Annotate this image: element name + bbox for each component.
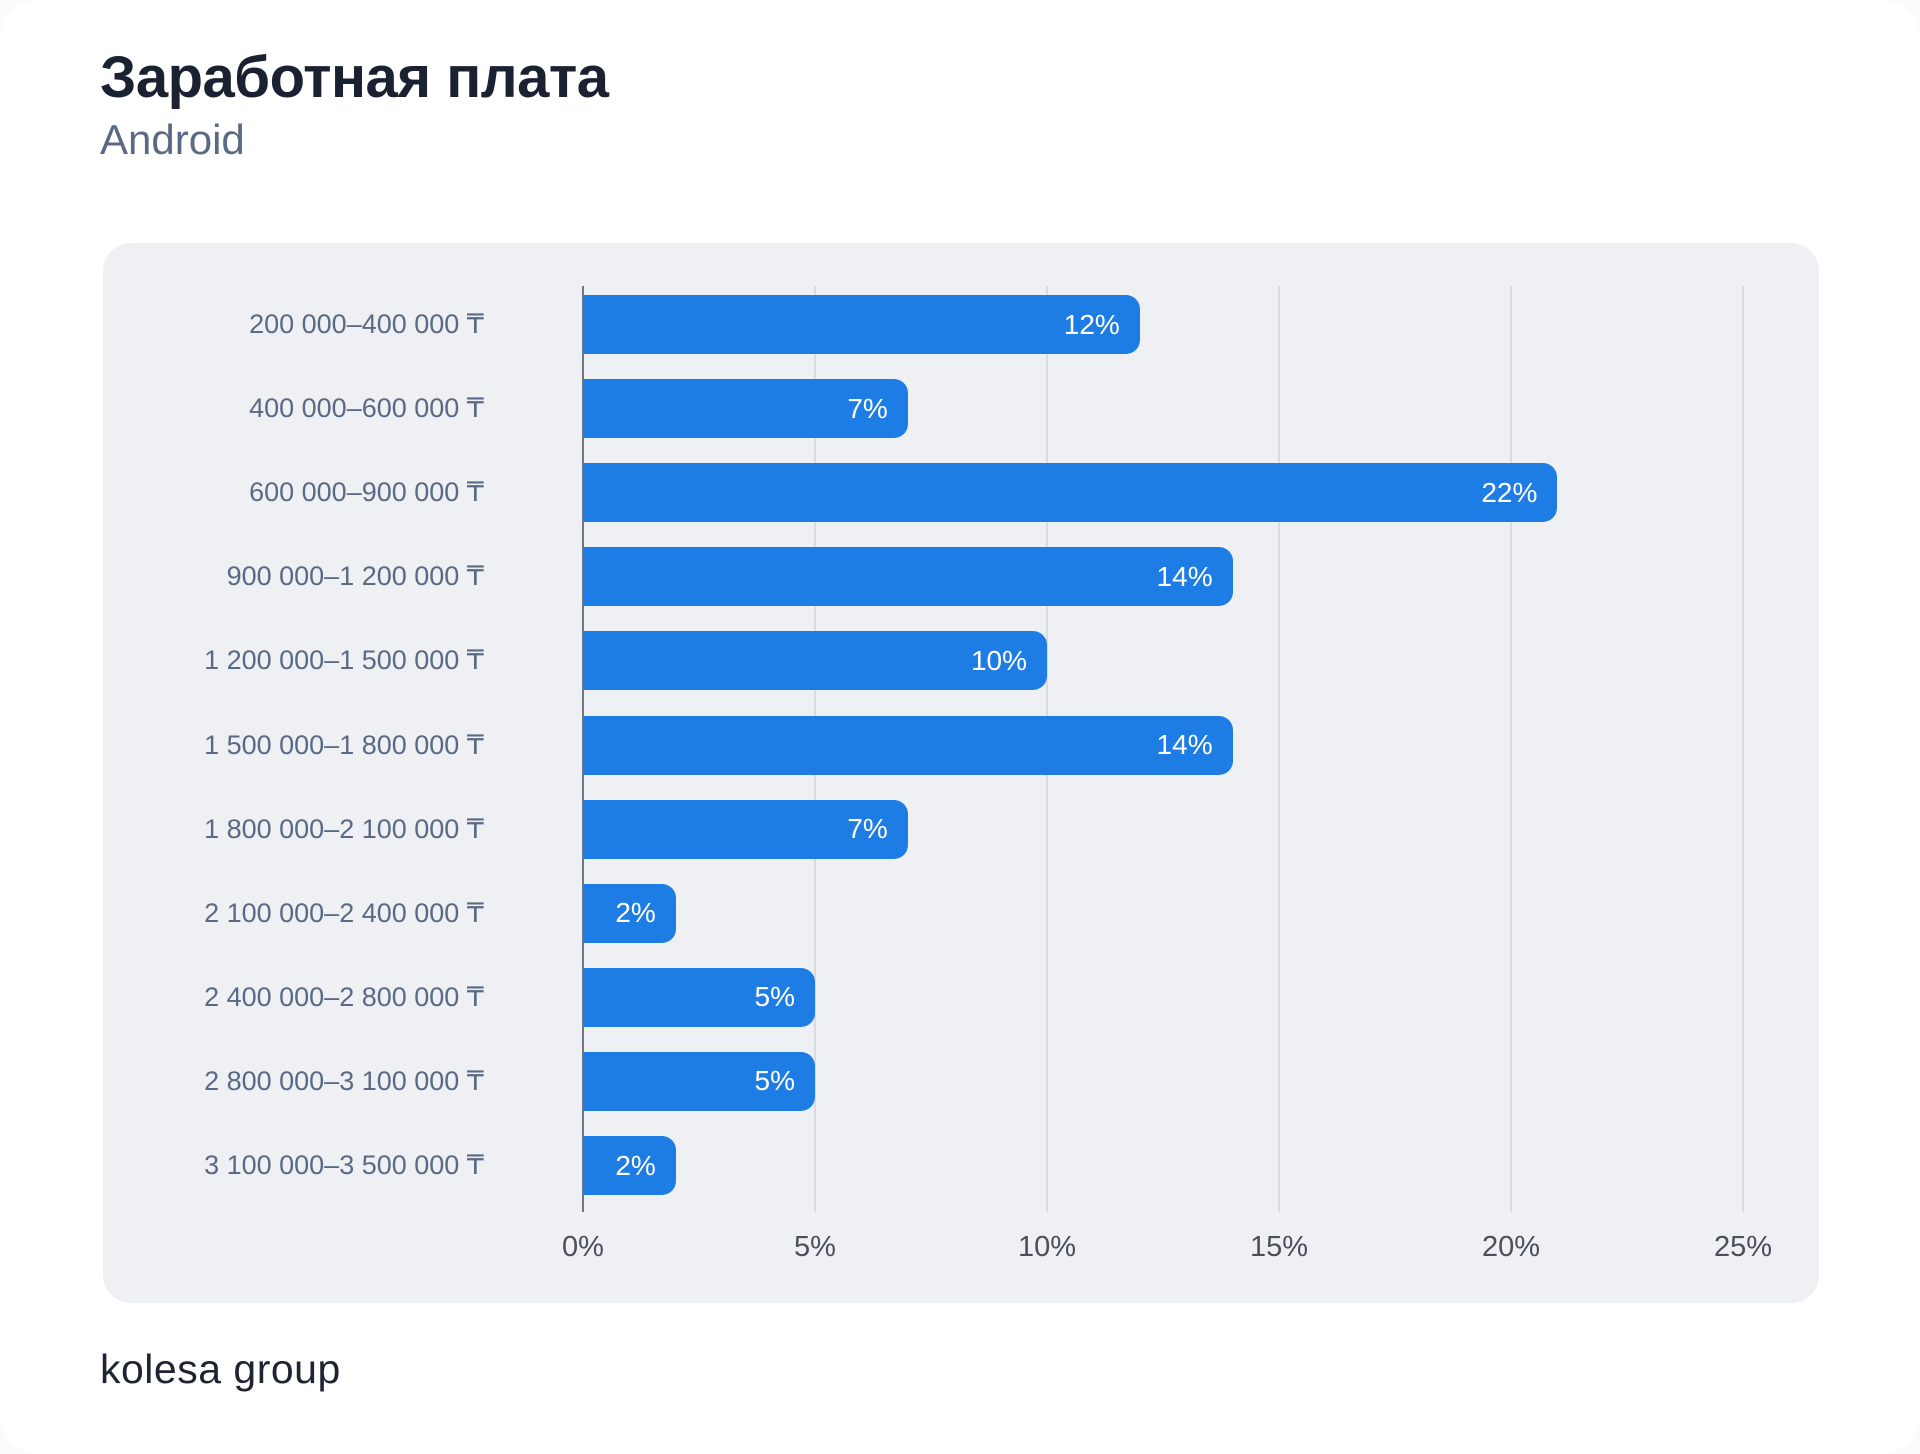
category-label: 2 800 000–3 100 000 ₸ — [204, 1065, 484, 1096]
bar-value-label: 7% — [847, 392, 888, 424]
gridline — [1278, 286, 1280, 1212]
bar: 5% — [583, 1051, 815, 1111]
bar: 7% — [583, 379, 908, 439]
bar: 12% — [583, 295, 1140, 354]
x-tick-label: 25% — [1713, 1231, 1773, 1263]
x-tick-label: 10% — [1017, 1231, 1077, 1263]
kolesa-group-logo: kolesa group — [100, 1346, 341, 1392]
bar-value-label: 10% — [970, 644, 1027, 676]
bar: 14% — [583, 547, 1233, 607]
bar-row: 200 000–400 000 ₸ 12% — [103, 295, 1819, 354]
bar-track: 5% — [583, 967, 1743, 1027]
bar-row: 400 000–600 000 ₸ 7% — [103, 379, 1819, 439]
category-label: 2 400 000–2 800 000 ₸ — [204, 981, 484, 1012]
bar-track: 14% — [583, 547, 1743, 607]
bar-value-label: 5% — [754, 981, 795, 1013]
bar-track: 2% — [583, 883, 1743, 943]
bar-row: 1 800 000–2 100 000 ₸ 7% — [103, 799, 1819, 859]
bar-track: 2% — [583, 1136, 1743, 1195]
bar-row: 1 200 000–1 500 000 ₸ 10% — [103, 631, 1819, 691]
bar-value-label: 14% — [1156, 560, 1213, 592]
category-label: 2 100 000–2 400 000 ₸ — [204, 897, 484, 928]
bar-value-label: 7% — [847, 813, 888, 845]
bar-track: 7% — [583, 799, 1743, 859]
bar: 5% — [583, 967, 815, 1027]
bar-row: 2 100 000–2 400 000 ₸ 2% — [103, 883, 1819, 943]
bar-row: 2 400 000–2 800 000 ₸ 5% — [103, 967, 1819, 1027]
category-label: 400 000–600 000 ₸ — [249, 393, 484, 424]
page-title: Заработная плата — [100, 45, 609, 110]
category-label: 200 000–400 000 ₸ — [249, 309, 484, 339]
category-label: 1 500 000–1 800 000 ₸ — [204, 729, 484, 760]
x-tick-label: 0% — [562, 1231, 604, 1263]
bar-value-label: 2% — [615, 1149, 656, 1181]
x-tick-label: 5% — [794, 1231, 836, 1263]
chart-panel: 200 000–400 000 ₸ 12% 400 000–600 000 ₸ … — [103, 243, 1819, 1303]
bar-row: 3 100 000–3 500 000 ₸ 2% — [103, 1136, 1819, 1195]
x-tick-label: 20% — [1481, 1231, 1541, 1263]
gridline — [1510, 286, 1512, 1212]
category-label: 1 800 000–2 100 000 ₸ — [204, 813, 484, 844]
bar-row: 1 500 000–1 800 000 ₸ 14% — [103, 715, 1819, 775]
category-label: 900 000–1 200 000 ₸ — [226, 561, 484, 592]
category-label: 1 200 000–1 500 000 ₸ — [204, 645, 484, 676]
bar: 22% — [583, 463, 1558, 523]
bar-value-label: 12% — [1063, 308, 1120, 340]
bar: 14% — [583, 715, 1233, 775]
gridline — [1742, 286, 1744, 1212]
category-label: 600 000–900 000 ₸ — [249, 477, 484, 508]
x-axis: 0% 5% 10% 15% 20% 25% — [562, 1231, 1772, 1271]
bar-row: 900 000–1 200 000 ₸ 14% — [103, 547, 1819, 607]
page-subtitle: Android — [100, 116, 245, 163]
bar-track: 7% — [583, 379, 1743, 439]
bar-track: 22% — [583, 463, 1743, 523]
bar: 10% — [583, 631, 1047, 691]
bar-track: 12% — [583, 295, 1743, 354]
bar-value-label: 5% — [754, 1065, 795, 1097]
bar-row: 2 800 000–3 100 000 ₸ 5% — [103, 1051, 1819, 1111]
bar-track: 10% — [583, 631, 1743, 691]
bar-value-label: 2% — [615, 897, 656, 929]
bar-row: 600 000–900 000 ₸ 22% — [103, 463, 1819, 523]
bar-track: 5% — [583, 1051, 1743, 1111]
chart-rows: 200 000–400 000 ₸ 12% 400 000–600 000 ₸ … — [103, 286, 1819, 1212]
x-tick-label: 15% — [1249, 1231, 1309, 1263]
bar-track: 14% — [583, 715, 1743, 775]
bar-value-label: 22% — [1481, 476, 1538, 508]
bar-value-label: 14% — [1156, 729, 1213, 760]
bar: 2% — [583, 1136, 676, 1195]
category-label: 3 100 000–3 500 000 ₸ — [204, 1150, 484, 1180]
bar: 7% — [583, 799, 908, 859]
bar: 2% — [583, 883, 676, 943]
